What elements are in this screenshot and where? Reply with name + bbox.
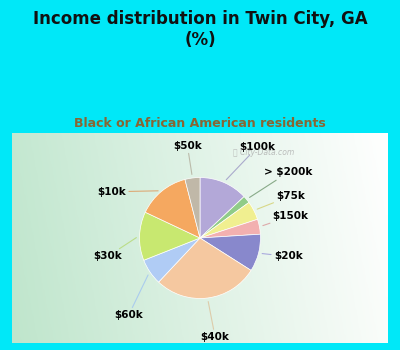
Text: $20k: $20k <box>262 252 302 261</box>
Text: $50k: $50k <box>173 141 202 174</box>
Text: $150k: $150k <box>263 211 309 226</box>
Wedge shape <box>200 197 249 238</box>
Text: $75k: $75k <box>257 191 305 209</box>
Wedge shape <box>200 234 260 271</box>
Wedge shape <box>200 177 244 238</box>
Text: ⓘ City-Data.com: ⓘ City-Data.com <box>233 148 294 157</box>
Wedge shape <box>140 212 200 260</box>
Wedge shape <box>185 177 200 238</box>
Wedge shape <box>144 238 200 282</box>
Wedge shape <box>158 238 251 299</box>
Wedge shape <box>200 219 260 238</box>
Text: $100k: $100k <box>226 142 275 180</box>
Text: Income distribution in Twin City, GA
(%): Income distribution in Twin City, GA (%) <box>33 10 367 49</box>
Wedge shape <box>200 202 258 238</box>
Wedge shape <box>145 180 200 238</box>
Text: > $200k: > $200k <box>250 168 312 197</box>
Text: $40k: $40k <box>201 302 230 342</box>
Text: Black or African American residents: Black or African American residents <box>74 117 326 130</box>
Text: $10k: $10k <box>98 187 158 197</box>
Text: $60k: $60k <box>114 275 148 320</box>
Text: $30k: $30k <box>93 238 136 261</box>
